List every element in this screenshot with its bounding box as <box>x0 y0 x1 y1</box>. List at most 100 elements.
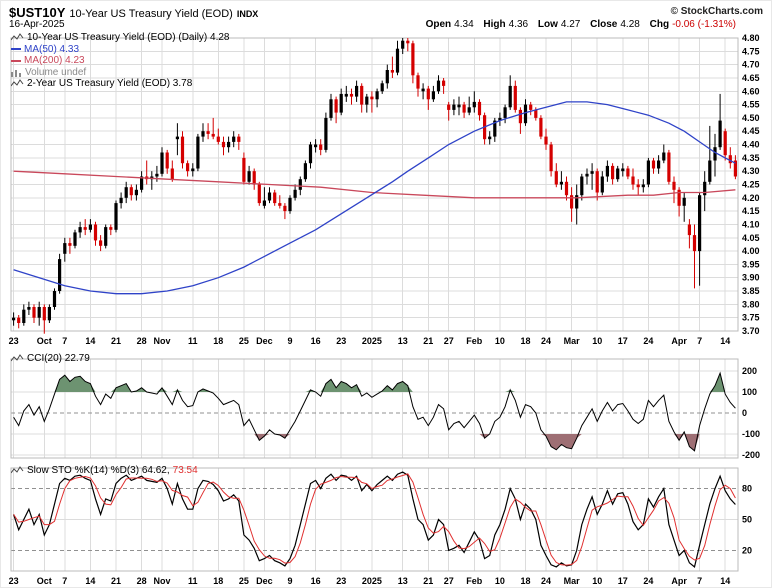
svg-text:11: 11 <box>188 576 198 586</box>
svg-text:27: 27 <box>444 576 454 586</box>
chart-header: $UST10Y 10-Year US Treasury Yield (EOD) IN… <box>9 4 763 20</box>
svg-text:3.75: 3.75 <box>742 313 760 323</box>
legend-price-row: 10-Year US Treasury Yield (EOD) (Daily) … <box>11 32 230 44</box>
svg-text:Dec: Dec <box>256 336 273 346</box>
svg-text:27: 27 <box>444 336 454 346</box>
legend-volume-row: Volume undef <box>11 67 230 79</box>
svg-text:17: 17 <box>618 576 628 586</box>
svg-text:4.55: 4.55 <box>742 100 760 110</box>
cci-legend: CCI(20) 22.79 <box>11 353 90 364</box>
line-chart-icon <box>11 79 24 87</box>
sto-legend-label: Slow STO %K(14) %D(3) 64.62, <box>27 465 170 476</box>
main-chart-legend: 10-Year US Treasury Yield (EOD) (Daily) … <box>11 32 230 90</box>
svg-text:50: 50 <box>742 515 752 525</box>
svg-text:23: 23 <box>336 336 346 346</box>
chart-date: 16-Apr-2025 <box>9 19 65 30</box>
svg-text:3.95: 3.95 <box>742 259 760 269</box>
svg-text:13: 13 <box>398 336 408 346</box>
svg-text:4.75: 4.75 <box>742 46 760 56</box>
svg-text:4.30: 4.30 <box>742 166 760 176</box>
svg-text:10: 10 <box>592 576 602 586</box>
svg-text:28: 28 <box>137 336 147 346</box>
open-label: Open <box>425 19 452 30</box>
legend-volume-label: Volume undef <box>25 66 87 78</box>
svg-text:3.80: 3.80 <box>742 299 760 309</box>
close-label: Close <box>590 19 618 30</box>
price-panel: 23 Oct 7 14 21 28 Nov 11 18 25 Dec 9 16 23 2025 13 21 27 F… <box>9 33 760 346</box>
svg-text:7: 7 <box>697 336 702 346</box>
svg-text:Apr: Apr <box>671 576 687 586</box>
cci-legend-label: CCI(20) 22.79 <box>27 353 90 364</box>
svg-text:Feb: Feb <box>466 576 483 586</box>
svg-text:18: 18 <box>520 576 530 586</box>
line-chart-icon <box>11 466 24 474</box>
svg-text:10: 10 <box>495 576 505 586</box>
legend-ma50-row: MA(50) 4.33 <box>11 44 230 56</box>
svg-text:9: 9 <box>287 336 292 346</box>
legend-ma200-label: MA(200) 4.23 <box>24 55 85 66</box>
svg-text:13: 13 <box>398 576 408 586</box>
svg-text:24: 24 <box>643 336 653 346</box>
svg-text:10: 10 <box>592 336 602 346</box>
stochastic-panel: 23 Oct 7 14 21 28 Nov 11 18 25 Dec 9 16 23 2025 13 21 27 F… <box>9 467 752 586</box>
instrument-name: 10-Year US Treasury Yield (EOD) <box>69 8 233 20</box>
svg-text:14: 14 <box>720 336 730 346</box>
quote-row: 16-Apr-2025 Open 4.34 High 4.36 Low 4.27 Cl… <box>9 19 736 32</box>
open-value: 4.34 <box>454 19 474 30</box>
svg-text:4.60: 4.60 <box>742 86 760 96</box>
ma200-swatch-icon <box>11 59 21 62</box>
high-label: High <box>483 19 506 30</box>
legend-ma50-label: MA(50) 4.33 <box>24 43 80 55</box>
svg-text:16: 16 <box>311 576 321 586</box>
sto-d-value: 73.54 <box>172 465 198 476</box>
svg-text:0: 0 <box>742 408 747 418</box>
svg-text:3.85: 3.85 <box>742 286 760 296</box>
svg-text:4.00: 4.00 <box>742 246 760 256</box>
stochastic-legend: Slow STO %K(14) %D(3) 64.62, 73.54 <box>11 465 198 476</box>
svg-text:14: 14 <box>85 336 95 346</box>
svg-text:4.40: 4.40 <box>742 140 760 150</box>
chg-label: Chg <box>649 19 670 30</box>
svg-text:18: 18 <box>213 576 223 586</box>
svg-text:Oct: Oct <box>37 576 52 586</box>
svg-text:14: 14 <box>720 576 730 586</box>
exchange-label: INDX <box>236 9 259 19</box>
svg-text:Mar: Mar <box>564 576 581 586</box>
svg-text:7: 7 <box>62 336 67 346</box>
svg-text:4.65: 4.65 <box>742 73 760 83</box>
svg-text:4.10: 4.10 <box>742 220 760 230</box>
svg-text:18: 18 <box>213 336 223 346</box>
svg-text:23: 23 <box>9 576 19 586</box>
svg-text:21: 21 <box>423 576 433 586</box>
svg-text:3.90: 3.90 <box>742 273 760 283</box>
svg-text:4.70: 4.70 <box>742 60 760 70</box>
ma50-swatch-icon <box>11 48 21 51</box>
symbol: $UST10Y <box>9 5 66 20</box>
svg-text:2025: 2025 <box>362 336 382 346</box>
high-value: 4.36 <box>508 19 529 30</box>
legend-overlay-row: 2-Year US Treasury Yield (EOD) 3.78 <box>11 78 230 90</box>
legend-ma200-row: MA(200) 4.23 <box>11 55 230 67</box>
svg-text:Nov: Nov <box>153 336 170 346</box>
svg-text:21: 21 <box>423 336 433 346</box>
svg-text:24: 24 <box>541 576 551 586</box>
svg-text:Mar: Mar <box>564 336 581 346</box>
svg-text:4.25: 4.25 <box>742 180 760 190</box>
svg-text:17: 17 <box>618 336 628 346</box>
svg-text:4.45: 4.45 <box>742 126 760 136</box>
cci-panel: 200 100 0 -100 -200 <box>10 358 760 460</box>
svg-text:Feb: Feb <box>466 336 483 346</box>
svg-text:Dec: Dec <box>256 576 273 586</box>
svg-text:4.15: 4.15 <box>742 206 760 216</box>
svg-text:-200: -200 <box>742 450 760 460</box>
svg-text:28: 28 <box>137 576 147 586</box>
svg-text:Oct: Oct <box>37 336 52 346</box>
svg-text:24: 24 <box>541 336 551 346</box>
svg-text:100: 100 <box>742 387 757 397</box>
line-chart-icon <box>11 33 24 41</box>
svg-text:21: 21 <box>111 576 121 586</box>
svg-text:4.80: 4.80 <box>742 33 760 43</box>
svg-text:Apr: Apr <box>671 336 687 346</box>
svg-text:4.05: 4.05 <box>742 233 760 243</box>
